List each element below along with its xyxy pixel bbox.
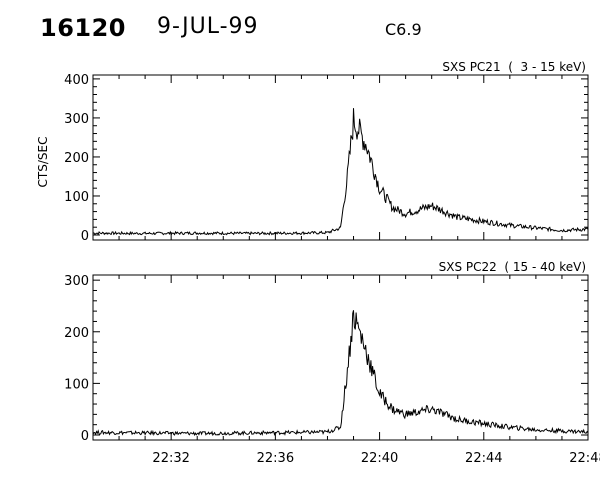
y-tick-label: 0	[81, 429, 89, 444]
panel-pc21-frame	[92, 74, 589, 241]
panel-pc21-x-ticks	[92, 75, 589, 240]
panel-pc21: SXS PC21 ( 3 - 15 keV) CTS/SEC 0 100 200 30…	[36, 60, 589, 244]
panel-pc22: SXS PC22 ( 15 - 40 keV) 0 100 200 300 22:32…	[64, 260, 600, 466]
x-tick-label: 22:36	[257, 451, 294, 466]
y-tick-label: 100	[64, 190, 89, 205]
y-tick-label: 200	[64, 326, 89, 341]
flare-class: C6.9	[385, 20, 422, 39]
panel-pc22-y-ticks: 0 100 200 300	[64, 274, 588, 444]
event-date: 9-JUL-99	[157, 14, 259, 39]
pc21-series-line	[92, 108, 589, 236]
y-tick-label: 300	[64, 112, 89, 127]
y-tick-label: 300	[64, 274, 89, 289]
panel-pc22-x-ticks	[92, 275, 589, 440]
x-tick-label: 22:44	[465, 451, 502, 466]
x-tick-labels: 22:32 22:36 22:40 22:44 22:48	[152, 451, 600, 466]
y-tick-label: 0	[81, 229, 89, 244]
y-axis-label: CTS/SEC	[36, 137, 50, 188]
y-tick-label: 400	[64, 73, 89, 88]
pc22-series-line	[92, 310, 589, 437]
panel-pc22-title: SXS PC22 ( 15 - 40 keV)	[439, 260, 586, 274]
y-tick-label: 200	[64, 151, 89, 166]
event-id: 16120	[40, 14, 126, 42]
x-tick-label: 22:48	[569, 451, 600, 466]
panel-pc22-frame	[92, 274, 589, 441]
panel-pc21-title: SXS PC21 ( 3 - 15 keV)	[442, 60, 586, 74]
panel-pc21-y-ticks: 0 100 200 300 400	[64, 73, 588, 244]
y-tick-label: 100	[64, 377, 89, 392]
x-tick-label: 22:40	[361, 451, 398, 466]
x-tick-label: 22:32	[152, 451, 189, 466]
